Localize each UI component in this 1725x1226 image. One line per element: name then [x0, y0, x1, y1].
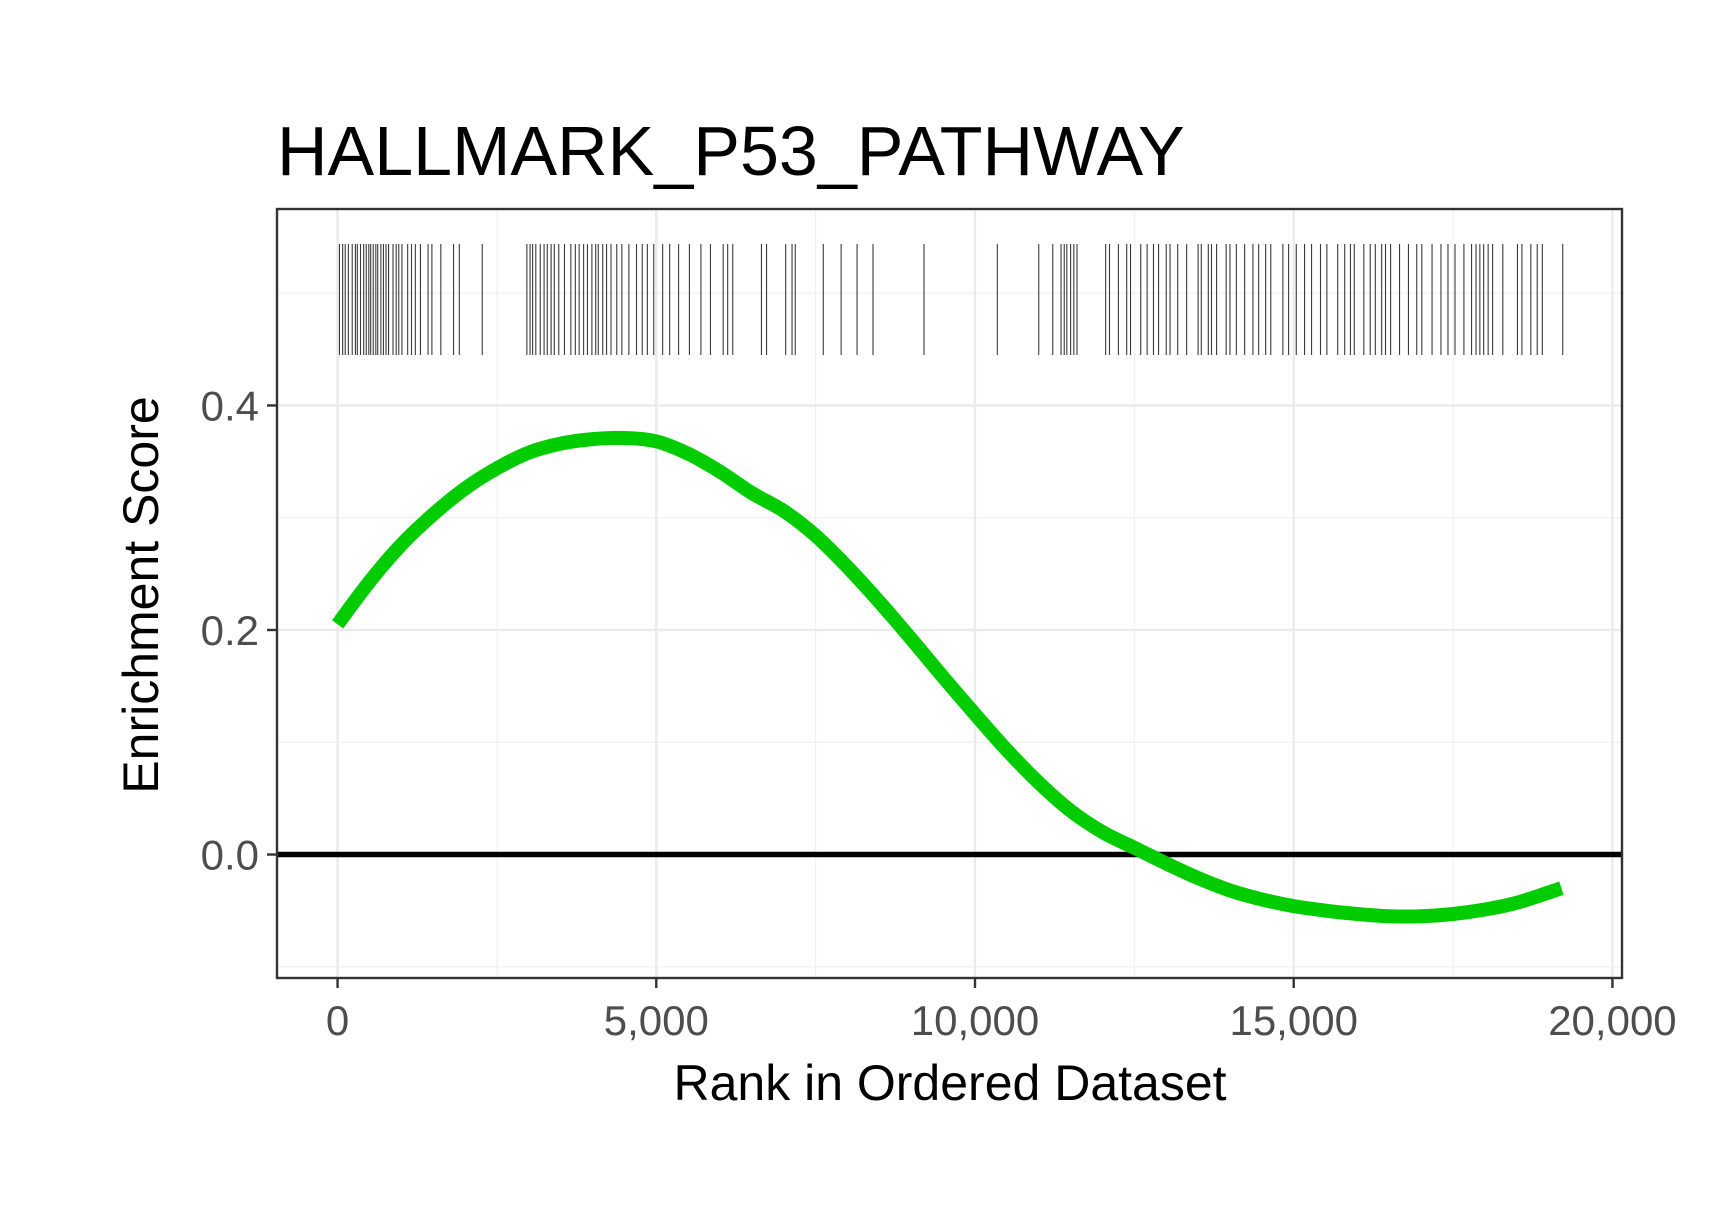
- y-tick-label: 0.0: [201, 832, 259, 879]
- minor-gridlines: [277, 209, 1622, 978]
- y-axis-title: Enrichment Score: [113, 396, 169, 793]
- gene-hit-marks: [338, 244, 1564, 355]
- x-axis-title: Rank in Ordered Dataset: [673, 1055, 1226, 1111]
- x-axis: 0 5,000 10,000 15,000 20,000: [326, 978, 1677, 1044]
- y-axis: 0.0 0.2 0.4: [201, 382, 277, 879]
- enrichment-score-line: [331, 430, 1564, 924]
- x-tick-label: 10,000: [911, 997, 1039, 1044]
- x-tick-label: 5,000: [604, 997, 709, 1044]
- x-tick-label: 0: [326, 997, 349, 1044]
- series-layer: [331, 430, 1564, 924]
- panel-border: [275, 207, 1624, 980]
- x-tick-label: 15,000: [1229, 997, 1357, 1044]
- x-tick-label: 20,000: [1548, 997, 1676, 1044]
- chart-title: HALLMARK_P53_PATHWAY: [277, 112, 1185, 190]
- y-tick-label: 0.2: [201, 607, 259, 654]
- y-tick-label: 0.4: [201, 382, 259, 429]
